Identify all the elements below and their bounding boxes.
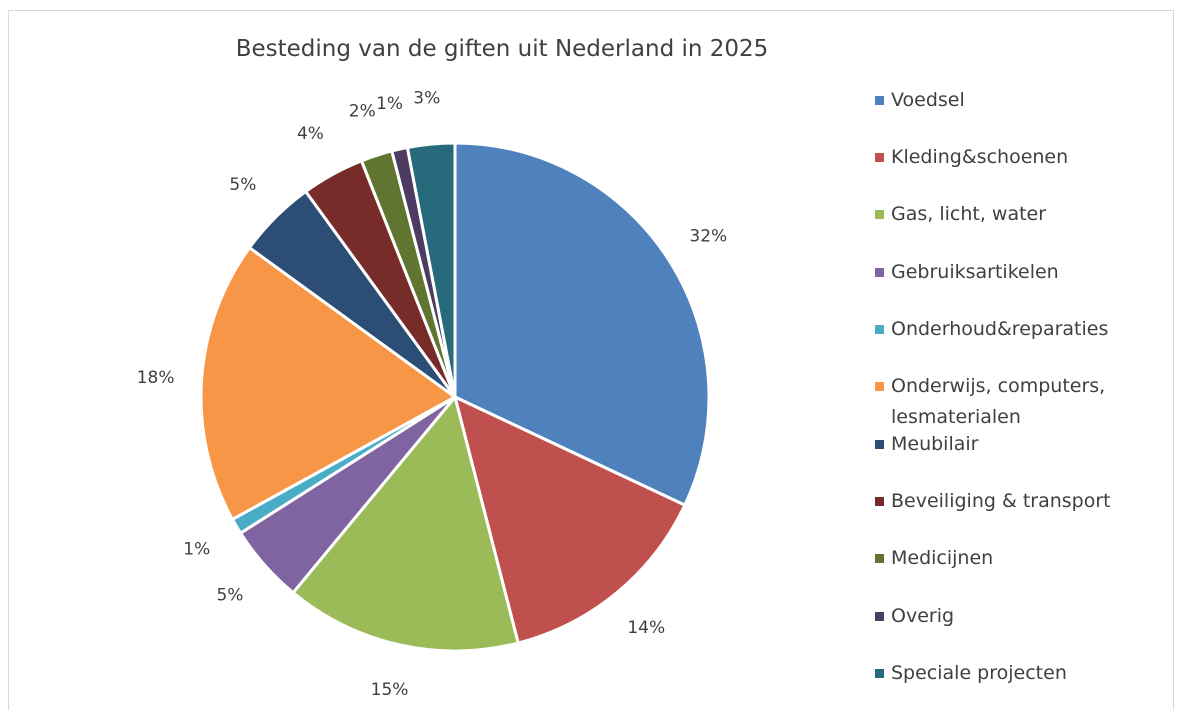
legend-item-11: Speciale projecten — [875, 658, 1161, 689]
legend-label-10: Overig — [891, 605, 955, 627]
legend-item-1: Voedsel — [875, 85, 1161, 116]
legend: Voedsel Kleding&schoenen Gas, licht, water… — [875, 0, 1175, 713]
legend-swatch-10 — [875, 612, 884, 621]
legend-item-2: Kleding&schoenen — [875, 142, 1161, 173]
legend-label-4: Gebruiksartikelen — [891, 261, 1059, 283]
legend-swatch-4 — [875, 268, 884, 277]
legend-swatch-5 — [875, 325, 884, 334]
legend-item-3: Gas, licht, water — [875, 199, 1161, 230]
data-label-4: 5% — [216, 585, 243, 605]
pie-slice-11 — [405, 141, 457, 399]
legend-label-6: Onderwijs, computers, lesmaterialen — [891, 375, 1106, 428]
legend-label-8: Beveiliging & transport — [891, 490, 1111, 512]
legend-swatch-9 — [875, 554, 884, 563]
legend-item-4: Gebruiksartikelen — [875, 257, 1161, 288]
pie-slice-6 — [199, 246, 457, 521]
legend-label-3: Gas, licht, water — [891, 203, 1047, 225]
pie-slice-3 — [291, 395, 520, 653]
legend-label-9: Medicijnen — [891, 547, 994, 569]
legend-item-8: Beveiliging & transport — [875, 486, 1161, 517]
data-label-6: 18% — [137, 368, 175, 388]
data-label-7: 5% — [229, 175, 256, 195]
data-label-11: 3% — [413, 88, 440, 108]
legend-swatch-6 — [875, 382, 884, 391]
legend-label-7: Meubilair — [891, 433, 979, 455]
legend-swatch-2 — [875, 153, 884, 162]
data-label-1: 32% — [689, 226, 727, 246]
legend-item-5: Onderhoud&reparaties — [875, 314, 1161, 345]
data-label-2: 14% — [627, 618, 665, 638]
data-label-9: 2% — [349, 102, 376, 122]
pie-slice-2 — [453, 395, 687, 645]
legend-label-1: Voedsel — [891, 89, 965, 111]
legend-label-2: Kleding&schoenen — [891, 146, 1069, 168]
legend-item-10: Overig — [875, 601, 1161, 632]
legend-label-11: Speciale projecten — [891, 662, 1067, 684]
legend-swatch-11 — [875, 669, 884, 678]
legend-swatch-8 — [875, 497, 884, 506]
legend-item-6: Onderwijs, computers, lesmaterialen — [875, 371, 1161, 433]
legend-swatch-3 — [875, 210, 884, 219]
data-label-8: 4% — [297, 124, 324, 144]
chart-title: Besteding van de giften uit Nederland in… — [0, 36, 1184, 62]
data-label-5: 1% — [183, 540, 210, 560]
legend-item-7: Meubilair — [875, 429, 1161, 460]
legend-label-5: Onderhoud&reparaties — [891, 318, 1109, 340]
data-label-3: 15% — [371, 680, 409, 700]
pie-slice-1 — [453, 141, 711, 507]
legend-swatch-1 — [875, 96, 884, 105]
legend-item-9: Medicijnen — [875, 543, 1161, 574]
legend-swatch-7 — [875, 440, 884, 449]
chart-title-text: Besteding van de giften uit Nederland in… — [235, 36, 769, 62]
data-label-10: 1% — [376, 94, 403, 114]
